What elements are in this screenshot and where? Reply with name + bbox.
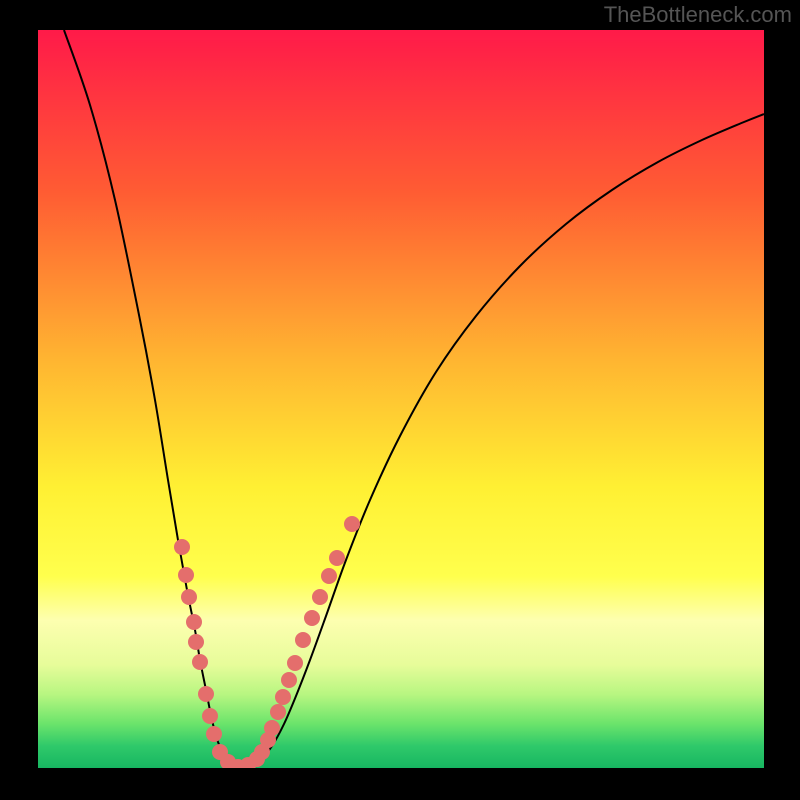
chart-svg xyxy=(0,0,800,800)
data-dot xyxy=(264,720,280,736)
data-dot xyxy=(275,689,291,705)
data-dot xyxy=(312,589,328,605)
data-dot xyxy=(198,686,214,702)
data-dot xyxy=(295,632,311,648)
data-dot xyxy=(287,655,303,671)
data-dot xyxy=(178,567,194,583)
watermark-text: TheBottleneck.com xyxy=(604,2,792,28)
data-dot xyxy=(329,550,345,566)
data-dot xyxy=(192,654,208,670)
data-dot xyxy=(304,610,320,626)
data-dot xyxy=(321,568,337,584)
data-dot xyxy=(186,614,202,630)
data-dot xyxy=(174,539,190,555)
data-dot xyxy=(181,589,197,605)
data-dot xyxy=(281,672,297,688)
data-dot xyxy=(270,704,286,720)
data-dot xyxy=(188,634,204,650)
plot-background xyxy=(38,30,764,768)
data-dot xyxy=(206,726,222,742)
data-dot xyxy=(202,708,218,724)
data-dot xyxy=(344,516,360,532)
chart-root: TheBottleneck.com xyxy=(0,0,800,800)
